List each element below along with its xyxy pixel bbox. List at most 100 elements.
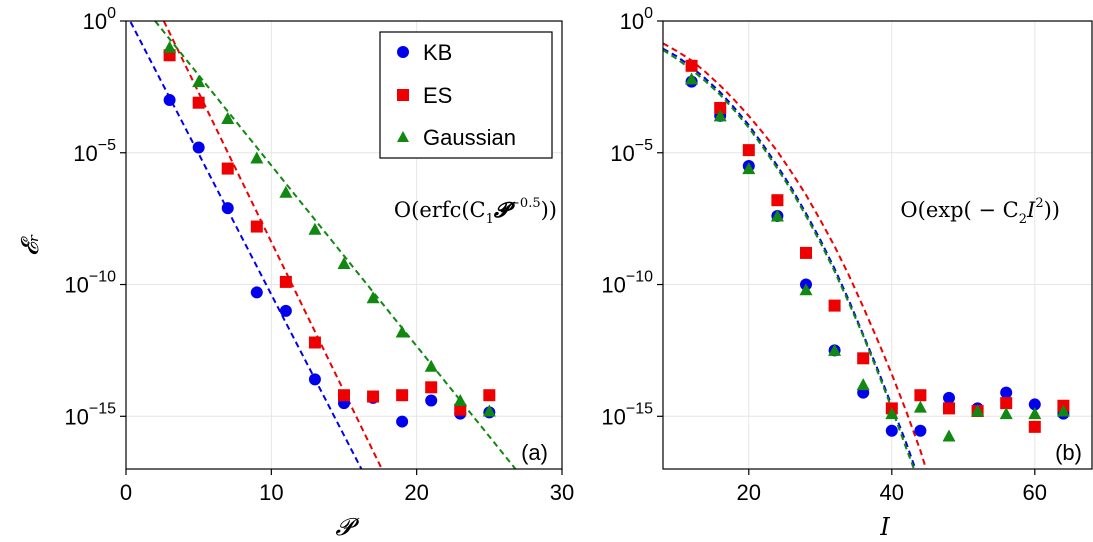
point-a-kb <box>308 373 321 386</box>
x-tick-label: 40 <box>880 480 904 505</box>
panel-b-fit-lines <box>663 42 928 469</box>
point-b-es <box>685 59 698 72</box>
point-a-es <box>425 381 438 394</box>
point-a-gaussian <box>424 359 438 372</box>
point-a-kb <box>221 202 234 215</box>
panel-b: 20 40 60 100 10−5 10−10 10−15 I (b) O(exp( − … <box>601 5 1093 541</box>
legend-es-marker <box>397 89 409 101</box>
panel-b-grid <box>663 20 1092 469</box>
point-a-es <box>367 390 380 403</box>
point-a-gaussian <box>366 291 380 304</box>
point-a-gaussian <box>250 151 264 164</box>
x-tick-label: 0 <box>120 480 132 505</box>
fit-line-b-gaussian <box>663 49 915 469</box>
point-a-gaussian <box>395 325 409 338</box>
point-a-gaussian <box>163 40 177 53</box>
point-a-es <box>192 96 205 109</box>
point-a-es <box>221 162 234 175</box>
point-a-kb <box>250 286 263 299</box>
point-a-gaussian <box>308 222 322 235</box>
point-b-es <box>943 402 955 415</box>
panel-a-x-ticks: 0 10 20 30 <box>120 469 574 505</box>
point-b-gaussian <box>942 429 956 442</box>
point-a-es <box>338 389 350 402</box>
panel-b-points <box>685 59 1070 442</box>
point-b-es <box>1000 397 1013 410</box>
point-b-gaussian <box>742 162 756 175</box>
point-a-kb <box>163 94 176 107</box>
x-tick-label: 20 <box>737 480 761 505</box>
panel-b-frame <box>662 20 1093 470</box>
panel-b-label: (b) <box>1055 440 1082 465</box>
legend-entry-kb: KB <box>397 40 452 65</box>
point-b-gaussian <box>913 400 927 413</box>
point-a-kb <box>425 394 438 407</box>
panel-b-annotation: O(exp( − C2I2)) <box>900 196 1060 227</box>
point-b-gaussian <box>828 343 842 356</box>
x-tick-label: 60 <box>1023 480 1047 505</box>
point-b-es <box>742 144 755 157</box>
point-a-es <box>396 389 409 402</box>
legend-kb-marker <box>397 46 409 58</box>
panel-a-points <box>163 40 496 428</box>
point-b-es <box>828 299 841 312</box>
legend-gaussian-marker <box>397 131 409 142</box>
point-a-gaussian <box>279 185 293 198</box>
y-tick-label: 100 <box>620 5 653 34</box>
point-a-es <box>454 403 467 416</box>
point-a-gaussian <box>192 75 206 88</box>
x-tick-label: 10 <box>259 480 283 505</box>
panel-b-x-label: I <box>879 513 890 541</box>
legend-es-label: ES <box>423 83 452 108</box>
point-a-gaussian <box>453 393 467 406</box>
legend-kb-label: KB <box>423 40 452 65</box>
y-tick-label: 10−5 <box>610 137 653 166</box>
y-tick-label: 10−10 <box>601 269 653 298</box>
point-b-gaussian <box>1056 404 1070 417</box>
point-a-gaussian <box>221 112 235 125</box>
panel-b-x-ticks: 20 40 60 <box>737 469 1047 505</box>
panel-a-y-ticks: 100 10−5 10−10 10−15 <box>64 5 126 429</box>
panel-a-label: (a) <box>521 440 548 465</box>
point-a-kb <box>279 304 292 317</box>
point-a-es <box>279 275 292 288</box>
legend-entry-es: ES <box>397 83 452 108</box>
point-b-es <box>714 101 727 114</box>
point-a-es <box>483 389 496 402</box>
point-b-gaussian <box>856 378 870 391</box>
point-b-gaussian <box>1028 407 1042 420</box>
fit-line-a-gaussian <box>154 21 517 469</box>
x-tick-label: 20 <box>404 480 428 505</box>
y-tick-label: 10−15 <box>64 400 116 429</box>
fit-line-a-kb <box>128 21 363 469</box>
point-b-es <box>914 389 927 402</box>
point-a-gaussian <box>482 404 496 417</box>
panel-a-x-label: 𝓟 <box>335 513 359 541</box>
y-tick-label: 100 <box>83 5 116 34</box>
x-tick-label: 30 <box>550 480 574 505</box>
legend-entry-gaussian: Gaussian <box>397 125 516 150</box>
y-tick-label: 10−5 <box>73 137 116 166</box>
panel-a-frame <box>125 20 563 470</box>
panel-a: 0 10 20 30 100 10−5 10−10 10−15 𝓟 𝓔ᵣ (a) O(erf… <box>16 5 574 541</box>
point-b-es <box>1028 420 1041 433</box>
panel-a-annotation: O(erfc(C1𝓟−0.5)) <box>394 196 557 227</box>
point-b-kb <box>943 391 955 404</box>
point-a-kb <box>396 415 409 428</box>
legend: KB ES Gaussian <box>379 31 553 159</box>
point-b-gaussian <box>971 404 985 417</box>
panel-a-y-label: 𝓔ᵣ <box>16 234 44 256</box>
legend-gaussian-label: Gaussian <box>423 125 516 150</box>
point-b-kb <box>885 424 898 437</box>
point-b-kb <box>914 424 927 437</box>
point-a-gaussian <box>337 256 351 269</box>
y-tick-label: 10−15 <box>601 400 653 429</box>
point-b-es <box>800 246 812 259</box>
point-b-gaussian <box>999 407 1013 420</box>
point-b-gaussian <box>685 72 699 85</box>
point-a-es <box>308 336 321 349</box>
point-b-kb <box>1000 386 1013 399</box>
point-b-kb <box>1028 398 1041 411</box>
point-a-kb <box>192 141 205 154</box>
y-tick-label: 10−10 <box>64 269 116 298</box>
